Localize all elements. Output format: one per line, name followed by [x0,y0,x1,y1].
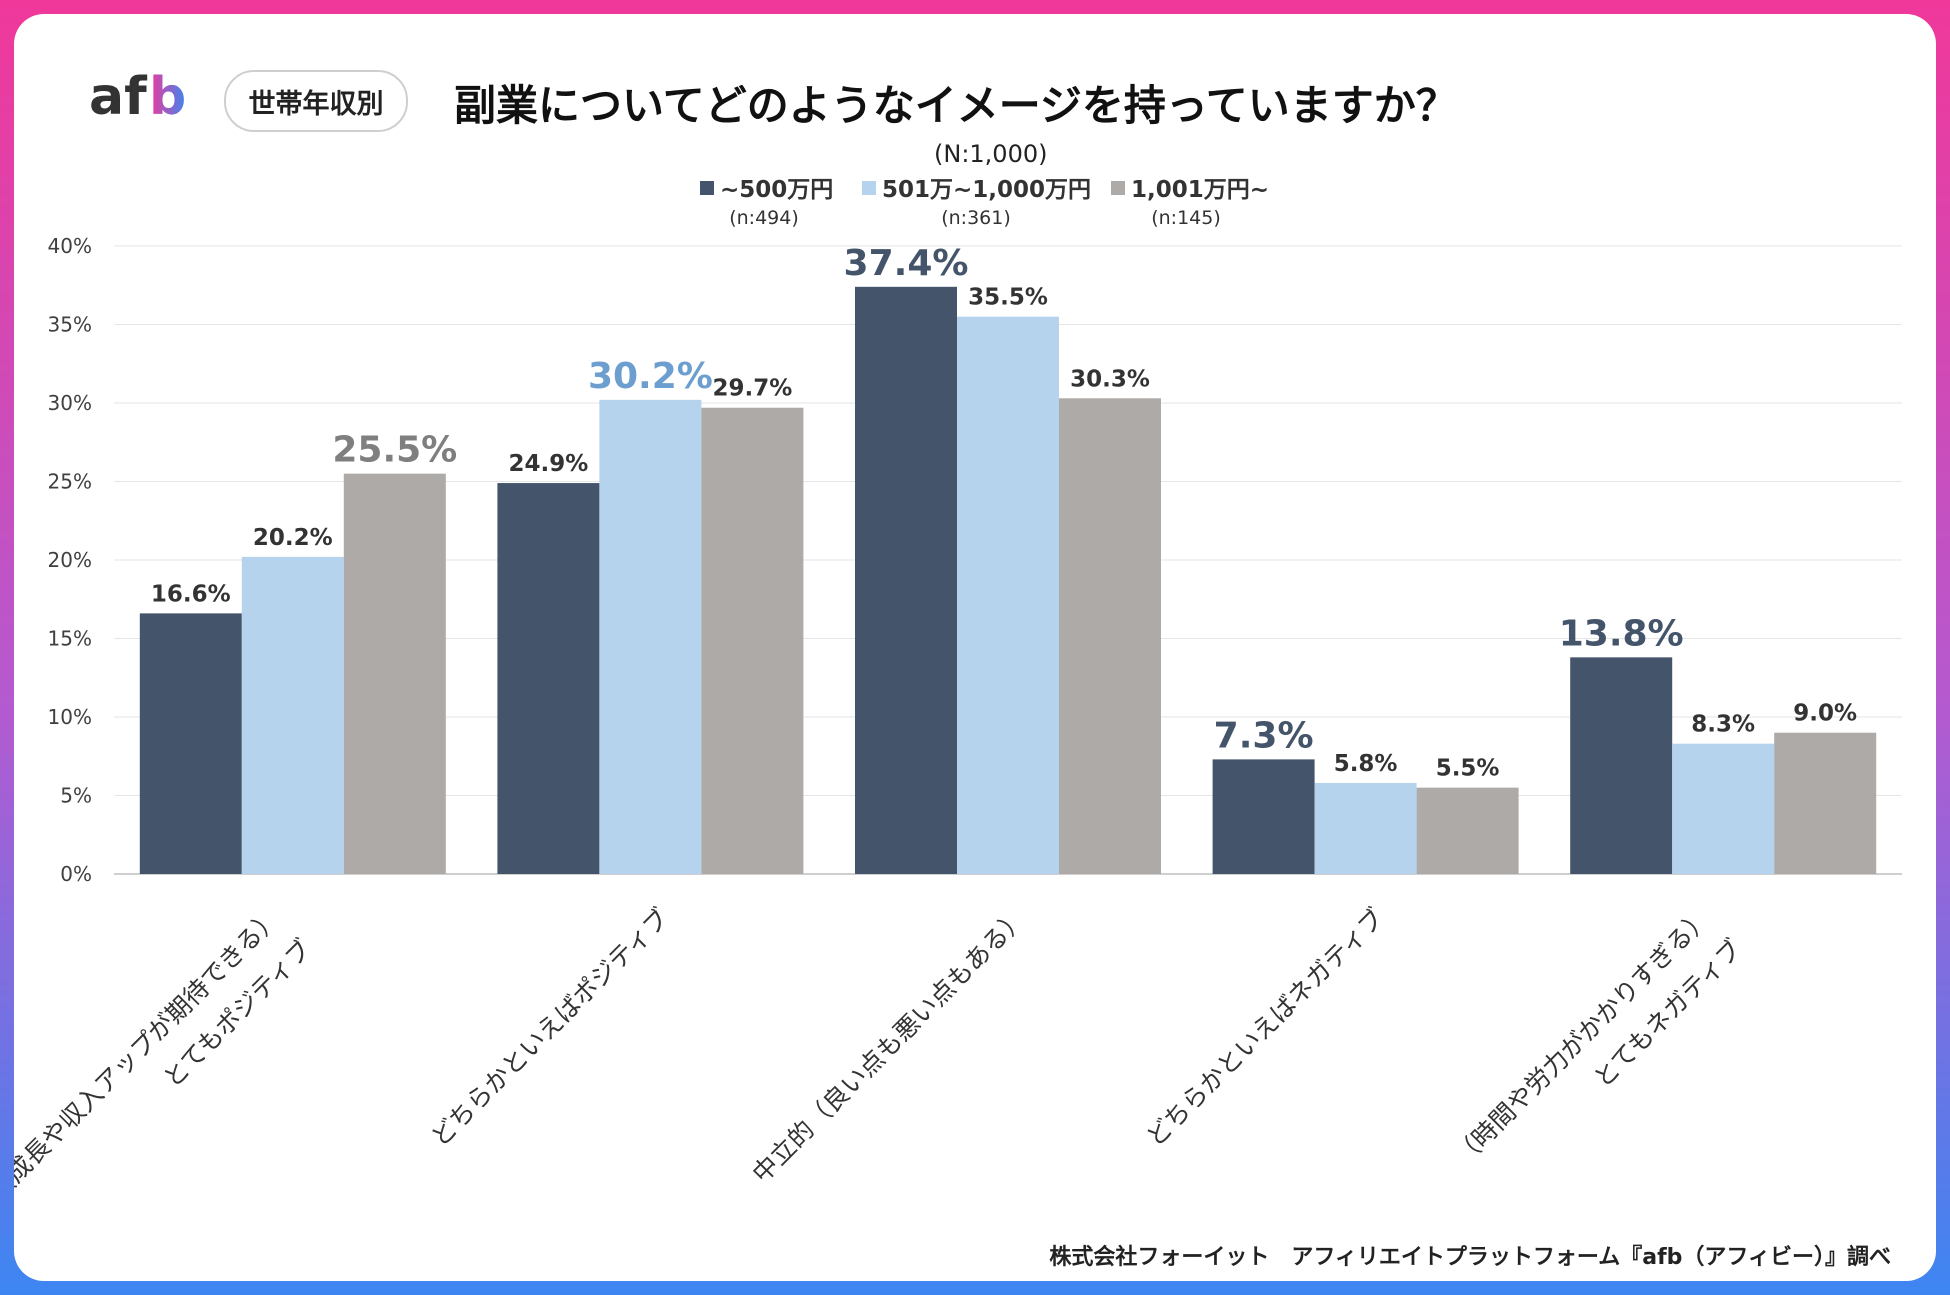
data-label: 5.5% [1436,756,1500,782]
data-label: 30.2% [588,356,713,397]
logo-text-b: b [149,72,186,122]
bar [957,316,1059,874]
legend-swatch [862,181,876,195]
segment-badge: 世帯年収別 [224,70,408,132]
legend-label: 501万~1,000万円 [882,177,1091,203]
bar [1570,657,1673,874]
legend-sample-size: (n:361) [941,207,1011,229]
afb-logo: af b [89,67,199,127]
x-category-label: どちらかといえばポジティブ [425,903,674,1152]
legend-label: 1,001万円~ [1131,177,1269,203]
logo-text: af [89,72,148,122]
chart-title: 副業についてどのようなイメージを持っていますか？ [454,81,1458,130]
sample-size: (N:1,000) [934,140,1048,168]
bar [1059,398,1161,874]
x-category-label: （成長や収入アップが期待できる） [14,903,286,1206]
bar [1212,759,1315,874]
legend-label: ~500万円 [720,177,833,203]
bar [1774,732,1877,874]
data-label: 29.7% [713,376,793,402]
data-label: 35.5% [968,285,1048,311]
y-tick-label: 0% [60,862,92,886]
data-label: 5.8% [1334,751,1398,777]
data-label: 13.8% [1559,613,1684,654]
data-label: 37.4% [844,243,969,284]
bar [1672,743,1775,874]
data-label: 30.3% [1070,366,1150,392]
chart-card: af b afb 世帯年収別 副業についてどのようなイメージを持っていますか？ … [14,14,1936,1281]
source-note: 株式会社フォーイット アフィリエイトプラットフォーム『afb（アフィビー）』調べ [1049,1245,1891,1270]
data-label: 7.3% [1214,715,1314,756]
y-tick-label: 5% [60,784,92,808]
y-tick-label: 20% [48,548,92,572]
data-label: 9.0% [1793,701,1857,727]
data-label: 24.9% [509,451,589,477]
y-tick-label: 35% [48,313,92,337]
y-tick-label: 40% [48,234,92,258]
y-tick-label: 10% [48,705,92,729]
bar [241,556,344,874]
data-label: 8.3% [1691,712,1755,738]
bar [1416,787,1519,874]
data-label: 20.2% [253,525,333,551]
legend-sample-size: (n:494) [729,207,799,229]
bar [139,613,242,874]
bar [1314,782,1417,874]
x-category-label: （時間や労力がかかりすぎる） [1448,903,1716,1171]
bar-chart: 0% 5% 10% 15% 20% 25% 30% 35% 40% ~500万円 (n:494) 50… [14,177,1902,1206]
legend-swatch [1111,181,1125,195]
x-category-label: 中立的（良い点も悪い点もある） [747,903,1033,1189]
y-tick-label: 30% [48,391,92,415]
y-tick-label: 25% [48,470,92,494]
bar [701,407,804,874]
data-label: 16.6% [151,581,231,607]
legend-sample-size: (n:145) [1151,207,1221,229]
bar [855,286,957,874]
data-label: 25.5% [332,430,457,471]
legend-swatch [700,181,714,195]
y-tick-label: 15% [48,627,92,651]
bar [599,399,702,874]
x-category-label: どちらかといえばネガティブ [1141,903,1390,1152]
bar [497,483,600,874]
bar [343,473,446,874]
